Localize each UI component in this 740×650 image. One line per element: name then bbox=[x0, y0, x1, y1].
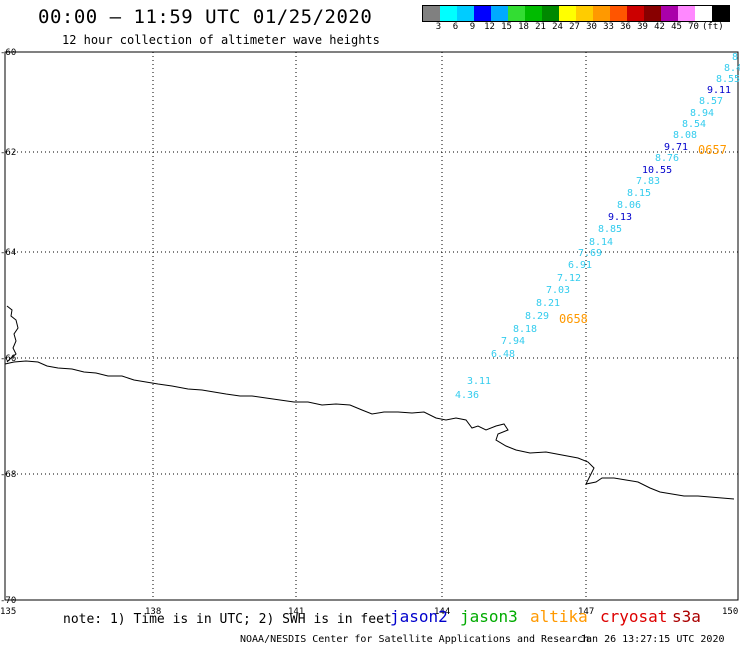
legend-label: 21 bbox=[535, 22, 546, 32]
satellite-jason2: jason2 bbox=[390, 607, 448, 626]
legend-swatch bbox=[440, 6, 457, 21]
legend-swatch bbox=[644, 6, 661, 21]
satellite-s3a: s3a bbox=[672, 607, 701, 626]
units-note: note: 1) Time is in UTC; 2) SWH is in fe… bbox=[63, 612, 392, 627]
lat-label: -70 bbox=[0, 596, 16, 606]
legend-swatch bbox=[423, 6, 440, 21]
legend-label: 33 bbox=[603, 22, 614, 32]
legend-label: 6 bbox=[452, 22, 459, 32]
lon-label: 147 bbox=[578, 607, 594, 617]
legend-label: 45 bbox=[671, 22, 682, 32]
credit-line: NOAA/NESDIS Center for Satellite Applica… bbox=[240, 634, 590, 645]
lon-label: 135 bbox=[0, 607, 16, 617]
wave-height-label: 7.03 bbox=[546, 285, 570, 296]
lon-label: 144 bbox=[434, 607, 450, 617]
wave-height-label: 10.55 bbox=[642, 165, 672, 176]
wave-height-label: 8.18 bbox=[513, 324, 537, 335]
wave-height-label: 8.08 bbox=[673, 130, 697, 141]
legend-swatch bbox=[678, 6, 695, 21]
wave-height-label: 8.21 bbox=[536, 298, 560, 309]
longitude-labels: 135 138 141 144 147 150 bbox=[0, 607, 738, 617]
latitude-labels: -60 -62 -64 -66 -68 -70 bbox=[0, 48, 16, 606]
legend-swatch bbox=[457, 6, 474, 21]
legend-label: 24 bbox=[552, 22, 563, 32]
legend-swatch bbox=[610, 6, 627, 21]
legend-swatch bbox=[508, 6, 525, 21]
legend-label: 15 bbox=[501, 22, 512, 32]
lon-label: 141 bbox=[288, 607, 304, 617]
page-subtitle: 12 hour collection of altimeter wave hei… bbox=[62, 33, 380, 47]
legend-label: 18 bbox=[518, 22, 529, 32]
legend-swatch bbox=[559, 6, 576, 21]
wave-height-label: 8.94 bbox=[690, 108, 714, 119]
wave-height-label: 0658 bbox=[559, 312, 588, 326]
legend-swatch bbox=[695, 6, 712, 21]
legend-swatch bbox=[576, 6, 593, 21]
legend-swatch bbox=[593, 6, 610, 21]
legend-label: 39 bbox=[637, 22, 648, 32]
wave-height-label: 9.71 bbox=[664, 142, 688, 153]
legend-label: 9 bbox=[469, 22, 476, 32]
legend-label: 70 bbox=[688, 22, 699, 32]
satellite-cryosat: cryosat bbox=[600, 607, 668, 626]
lon-label: 138 bbox=[145, 607, 161, 617]
legend-label: 3 bbox=[435, 22, 442, 32]
wave-height-label: 0657 bbox=[698, 143, 727, 157]
lat-label: -64 bbox=[0, 248, 16, 258]
page-title: 00:00 – 11:59 UTC 01/25/2020 bbox=[38, 6, 373, 28]
wave-height-label: 8.14 bbox=[589, 237, 613, 248]
wave-height-label: 7.83 bbox=[636, 176, 660, 187]
antarctic-coastline bbox=[4, 305, 735, 500]
wave-height-track: 88.48.559.118.578.948.548.089.71 0657 8.76… bbox=[455, 52, 740, 401]
legend-label: 42 bbox=[654, 22, 665, 32]
color-scale-labels: 3 6 9 12 15 18 21 24 27 30 33 36 39 42 45 70 (ft) bbox=[422, 22, 740, 34]
lat-label: -60 bbox=[0, 48, 16, 58]
wave-height-label: 3.11 bbox=[467, 376, 491, 387]
legend-swatch bbox=[491, 6, 508, 21]
graticule-grid bbox=[5, 52, 738, 600]
wave-height-label: 9.13 bbox=[608, 212, 632, 223]
wave-height-label: 8.4 bbox=[724, 63, 740, 74]
satellite-altika: altika bbox=[530, 607, 588, 626]
wave-height-label: 8.55 bbox=[716, 74, 740, 85]
generated-timestamp: Jan 26 13:27:15 UTC 2020 bbox=[580, 634, 725, 645]
legend-label: 36 bbox=[620, 22, 631, 32]
legend-swatch bbox=[474, 6, 491, 21]
wave-height-label: 8 bbox=[732, 52, 738, 63]
wave-height-label: 8.76 bbox=[655, 153, 679, 164]
wave-height-label: 6.91 bbox=[568, 260, 592, 271]
wave-height-label: 7.94 bbox=[501, 336, 525, 347]
wave-height-label: 8.57 bbox=[699, 96, 723, 107]
wave-height-label: 9.11 bbox=[707, 85, 731, 96]
legend-label: 27 bbox=[569, 22, 580, 32]
lat-label: -62 bbox=[0, 148, 16, 158]
legend-label: 30 bbox=[586, 22, 597, 32]
legend-swatch bbox=[712, 6, 729, 21]
legend-swatch bbox=[542, 6, 559, 21]
legend-label: 12 bbox=[484, 22, 495, 32]
lat-label: -68 bbox=[0, 470, 16, 480]
wave-height-label: 8.15 bbox=[627, 188, 651, 199]
lon-label: 150 bbox=[722, 607, 738, 617]
legend-label: (ft) bbox=[702, 22, 724, 32]
wave-height-label: 8.85 bbox=[598, 224, 622, 235]
wave-height-label: 8.06 bbox=[617, 200, 641, 211]
legend-swatch bbox=[661, 6, 678, 21]
wave-height-label: 4.36 bbox=[455, 390, 479, 401]
wave-height-label: 7.12 bbox=[557, 273, 581, 284]
wave-height-label: 8.29 bbox=[525, 311, 549, 322]
legend-swatch bbox=[525, 6, 542, 21]
lat-label: -66 bbox=[0, 354, 16, 364]
wave-height-label: 7.69 bbox=[578, 248, 602, 259]
wave-height-label: 8.54 bbox=[682, 119, 706, 130]
color-scale-legend bbox=[422, 5, 730, 22]
map-frame bbox=[4, 51, 739, 601]
satellite-jason3: jason3 bbox=[460, 607, 518, 626]
legend-swatch bbox=[627, 6, 644, 21]
wave-height-label: 6.48 bbox=[491, 349, 515, 360]
